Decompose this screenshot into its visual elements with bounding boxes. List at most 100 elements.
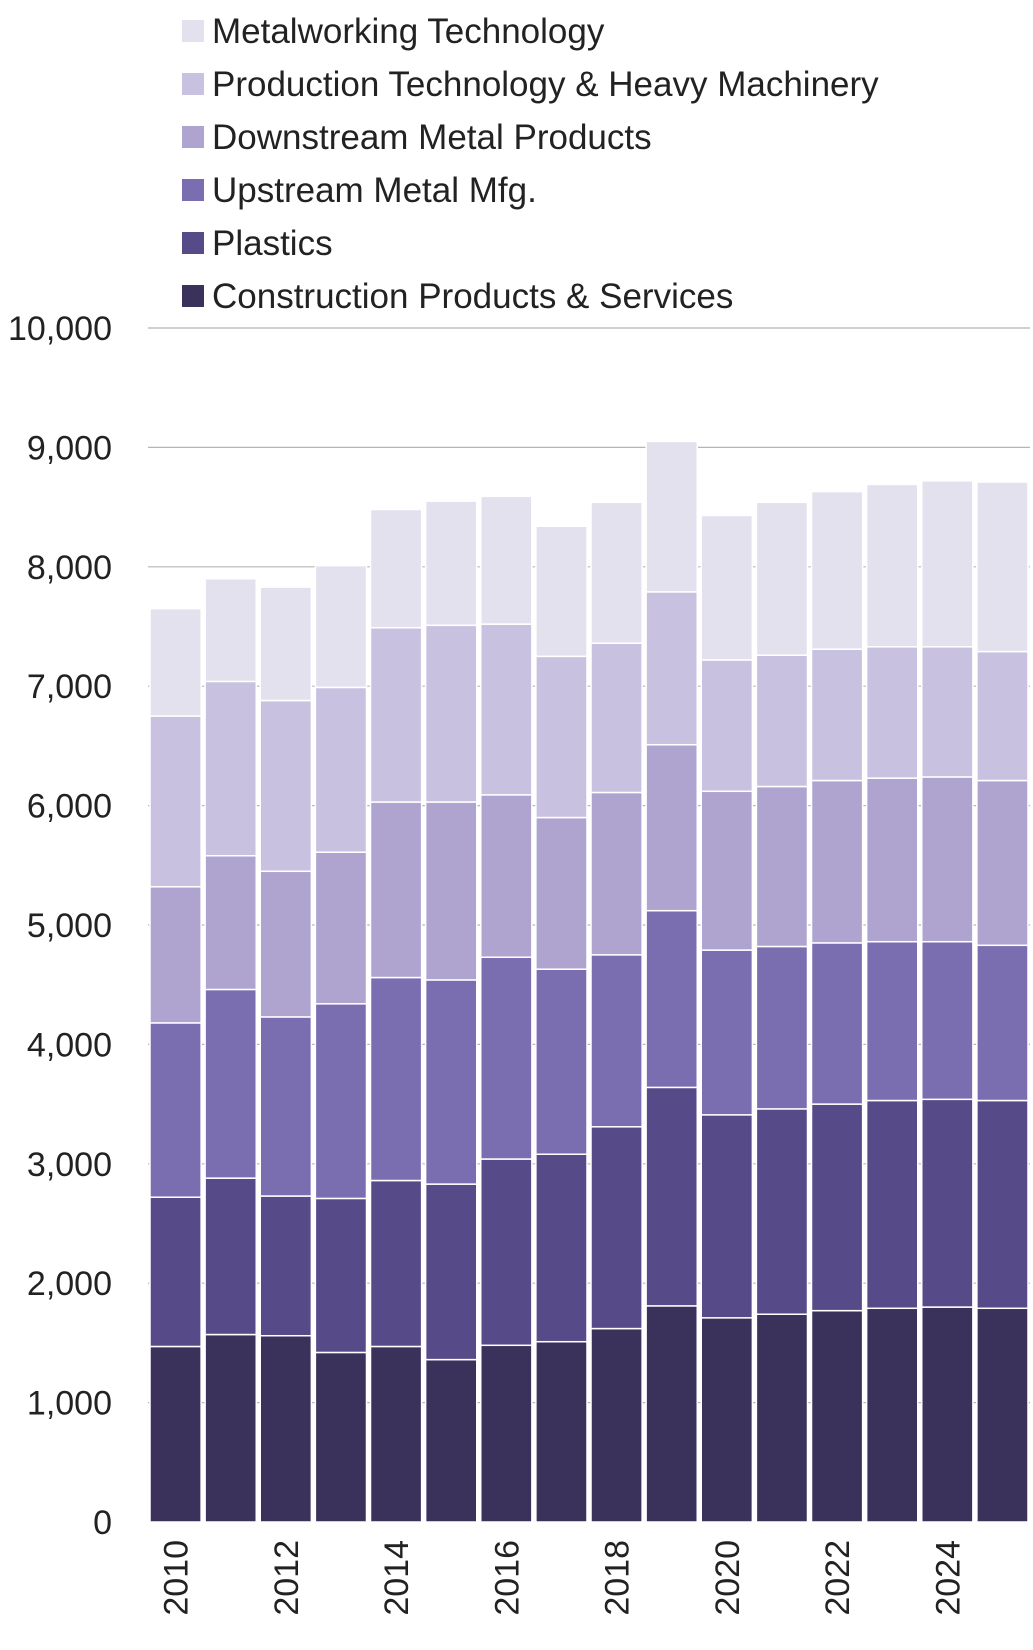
bar-segment-5-2017 bbox=[535, 655, 588, 819]
bar-segment-4-2014 bbox=[369, 801, 423, 979]
bar-segment-2-2022 bbox=[810, 1103, 864, 1312]
bar-segment-1-2011 bbox=[204, 1333, 257, 1523]
x-tick-label: 2024 bbox=[929, 1540, 967, 1616]
y-tick-label: 8,000 bbox=[27, 549, 112, 587]
legend: Metalworking Technology Production Techno… bbox=[182, 12, 879, 316]
bar-segment-4-2023 bbox=[865, 777, 919, 943]
bar-segment-2-2011 bbox=[204, 1177, 257, 1336]
bar-segment-1-2018 bbox=[590, 1327, 643, 1523]
bar-segment-6-2020 bbox=[700, 514, 754, 661]
bar-segment-2-2012 bbox=[259, 1195, 313, 1337]
bar-segment-3-2025 bbox=[976, 944, 1029, 1102]
bar-segment-1-2016 bbox=[480, 1344, 533, 1523]
bar-segment-2-2017 bbox=[535, 1153, 588, 1343]
x-tick-label: 2012 bbox=[268, 1540, 306, 1616]
y-tick-label: 4,000 bbox=[27, 1026, 112, 1064]
bar-segment-4-2011 bbox=[204, 854, 257, 991]
bar-segment-3-2023 bbox=[865, 940, 919, 1102]
bar-segment-1-2021 bbox=[755, 1313, 809, 1523]
bar-segment-3-2017 bbox=[535, 968, 588, 1155]
bar-segment-5-2015 bbox=[424, 624, 478, 803]
bar-segment-2-2023 bbox=[865, 1099, 919, 1310]
bar-segment-6-2024 bbox=[921, 480, 974, 648]
bar-segment-3-2011 bbox=[204, 988, 257, 1179]
legend-swatch bbox=[182, 20, 204, 42]
bar-segment-4-2025 bbox=[976, 779, 1029, 947]
bar-segment-5-2016 bbox=[480, 623, 533, 796]
bar-segment-4-2016 bbox=[480, 794, 533, 958]
bar-segment-2-2020 bbox=[700, 1114, 754, 1319]
bar-segment-5-2014 bbox=[369, 626, 423, 803]
y-tick-label: 2,000 bbox=[27, 1265, 112, 1303]
legend-label: Upstream Metal Mfg. bbox=[212, 171, 537, 210]
bar-segment-4-2015 bbox=[424, 801, 478, 981]
bar-segment-5-2011 bbox=[204, 680, 257, 857]
bar-segment-1-2023 bbox=[865, 1307, 919, 1523]
legend-label: Plastics bbox=[212, 224, 333, 263]
bar-segment-6-2017 bbox=[535, 525, 588, 658]
x-tick-label: 2022 bbox=[819, 1540, 857, 1616]
bar-segment-3-2021 bbox=[755, 945, 809, 1110]
bar-segment-5-2019 bbox=[645, 591, 698, 746]
legend-label: Metalworking Technology bbox=[212, 12, 605, 51]
bar-segment-6-2018 bbox=[590, 501, 643, 644]
bar-segment-4-2020 bbox=[700, 790, 754, 951]
bar-segment-3-2020 bbox=[700, 949, 754, 1116]
legend-swatch bbox=[182, 232, 204, 254]
y-tick-label: 3,000 bbox=[27, 1146, 112, 1184]
x-tick-label: 2010 bbox=[158, 1540, 196, 1616]
bar-segment-2-2016 bbox=[480, 1158, 533, 1347]
bar-segment-3-2019 bbox=[645, 909, 698, 1089]
bar-segment-5-2020 bbox=[700, 659, 754, 793]
bar-segment-2-2015 bbox=[424, 1183, 478, 1361]
bar-segment-5-2010 bbox=[149, 715, 202, 888]
bar-segment-1-2013 bbox=[314, 1351, 368, 1523]
bar-segment-3-2018 bbox=[590, 954, 643, 1128]
bar-segment-4-2021 bbox=[755, 785, 809, 948]
bar-segment-5-2025 bbox=[976, 650, 1029, 782]
bar-segment-3-2012 bbox=[259, 1016, 313, 1197]
bar-segment-1-2025 bbox=[976, 1307, 1029, 1523]
bar-segment-1-2014 bbox=[369, 1345, 423, 1523]
y-tick-label: 5,000 bbox=[27, 907, 112, 945]
bar-segment-6-2021 bbox=[755, 501, 809, 656]
bar-segment-6-2010 bbox=[149, 607, 202, 717]
bar-segment-4-2012 bbox=[259, 870, 313, 1018]
bar-segment-1-2017 bbox=[535, 1340, 588, 1523]
bar-segment-4-2024 bbox=[921, 776, 974, 943]
bar-segment-1-2012 bbox=[259, 1334, 313, 1523]
bar-segment-3-2015 bbox=[424, 979, 478, 1185]
bar-segment-4-2019 bbox=[645, 743, 698, 912]
bar-segment-6-2012 bbox=[259, 586, 313, 702]
bar-segment-3-2010 bbox=[149, 1022, 202, 1198]
bar-segment-1-2024 bbox=[921, 1306, 974, 1523]
bar-segment-2-2024 bbox=[921, 1098, 974, 1308]
y-tick-label: 6,000 bbox=[27, 788, 112, 826]
x-tick-label: 2016 bbox=[488, 1540, 526, 1616]
bar-segment-3-2024 bbox=[921, 940, 974, 1101]
legend-swatch bbox=[182, 285, 204, 307]
bar-segment-5-2023 bbox=[865, 646, 919, 779]
bar-segment-2-2014 bbox=[369, 1179, 423, 1348]
bar-segment-2-2013 bbox=[314, 1197, 368, 1354]
y-tick-label: 0 bbox=[93, 1504, 112, 1542]
bar-segment-2-2018 bbox=[590, 1126, 643, 1330]
bar-segment-5-2018 bbox=[590, 642, 643, 794]
bar-segment-2-2025 bbox=[976, 1099, 1029, 1310]
bar-segment-2-2021 bbox=[755, 1108, 809, 1315]
bars bbox=[149, 440, 1029, 1523]
x-tick-label: 2014 bbox=[378, 1540, 416, 1616]
bar-segment-2-2010 bbox=[149, 1196, 202, 1348]
bar-segment-4-2017 bbox=[535, 816, 588, 970]
bar-segment-5-2024 bbox=[921, 646, 974, 778]
bar-segment-6-2025 bbox=[976, 481, 1029, 653]
bar-segment-5-2022 bbox=[810, 648, 864, 782]
bar-segment-4-2018 bbox=[590, 791, 643, 956]
bar-segment-1-2020 bbox=[700, 1317, 754, 1523]
bar-segment-6-2011 bbox=[204, 577, 257, 683]
bar-segment-4-2010 bbox=[149, 886, 202, 1024]
bar-segment-1-2022 bbox=[810, 1309, 864, 1523]
y-tick-label: 1,000 bbox=[27, 1385, 112, 1423]
x-tick-label: 2020 bbox=[709, 1540, 747, 1616]
